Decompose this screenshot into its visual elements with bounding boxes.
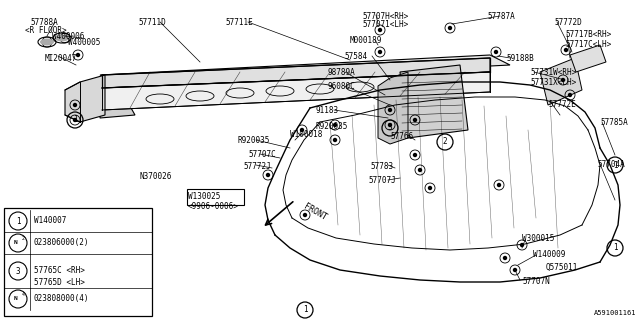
Text: 023806000(2): 023806000(2)	[34, 238, 90, 247]
FancyBboxPatch shape	[187, 189, 244, 205]
Text: 57785A: 57785A	[600, 118, 628, 127]
Text: 57731W<RH>: 57731W<RH>	[530, 68, 576, 77]
Ellipse shape	[55, 35, 69, 42]
Text: W140007: W140007	[34, 216, 67, 225]
Text: Q575011: Q575011	[546, 263, 579, 272]
Circle shape	[561, 78, 564, 82]
Circle shape	[74, 118, 77, 122]
Text: 57787A: 57787A	[487, 12, 515, 21]
Circle shape	[520, 244, 524, 246]
Text: R920035: R920035	[238, 136, 270, 145]
Text: 59188B: 59188B	[506, 54, 534, 63]
Text: 57717C<LH>: 57717C<LH>	[565, 40, 611, 49]
Circle shape	[301, 129, 303, 132]
Text: 577071<LH>: 577071<LH>	[362, 20, 408, 29]
Circle shape	[504, 257, 506, 260]
Circle shape	[378, 51, 381, 53]
Text: 91183: 91183	[316, 106, 339, 115]
Text: W100018: W100018	[290, 130, 323, 139]
Circle shape	[303, 213, 307, 217]
Circle shape	[449, 27, 451, 29]
Circle shape	[388, 124, 392, 126]
Text: FRONT: FRONT	[302, 202, 328, 222]
Text: 57731X<LH>: 57731X<LH>	[530, 78, 576, 87]
Text: 1: 1	[16, 217, 20, 226]
Circle shape	[429, 187, 431, 189]
Polygon shape	[570, 45, 606, 72]
Circle shape	[74, 103, 77, 107]
Circle shape	[497, 183, 500, 187]
Circle shape	[564, 49, 568, 52]
Text: 57711D: 57711D	[138, 18, 166, 27]
Circle shape	[513, 268, 516, 271]
Text: 57707J: 57707J	[368, 176, 396, 185]
Text: 57788A: 57788A	[30, 18, 58, 27]
Text: <9906-0006>: <9906-0006>	[188, 202, 239, 211]
Circle shape	[388, 108, 392, 111]
Circle shape	[333, 139, 337, 141]
Text: 96080C: 96080C	[327, 82, 355, 91]
Text: 3: 3	[388, 124, 392, 132]
Polygon shape	[102, 58, 490, 88]
Text: N370026: N370026	[140, 172, 172, 181]
Text: N: N	[13, 241, 17, 245]
Circle shape	[413, 118, 417, 122]
Text: 57711E: 57711E	[225, 18, 253, 27]
Text: W400006: W400006	[52, 32, 84, 41]
Text: <R FLOOR>: <R FLOOR>	[25, 26, 67, 35]
Text: 1: 1	[73, 116, 77, 124]
Circle shape	[45, 41, 49, 44]
Text: 57772J: 57772J	[243, 162, 271, 171]
Text: 57772D: 57772D	[554, 18, 582, 27]
Polygon shape	[378, 72, 408, 144]
Text: 1: 1	[303, 306, 307, 315]
Circle shape	[495, 51, 497, 53]
Text: 57783: 57783	[370, 162, 393, 171]
Polygon shape	[100, 55, 510, 85]
Text: W130025: W130025	[188, 192, 220, 201]
Bar	[4, 208, 152, 316]
Text: MI20047: MI20047	[45, 54, 77, 63]
Circle shape	[413, 154, 417, 156]
Polygon shape	[540, 58, 582, 105]
Text: 57765C <RH>: 57765C <RH>	[34, 266, 85, 275]
Polygon shape	[102, 72, 490, 110]
Text: 57766: 57766	[390, 132, 413, 141]
Circle shape	[77, 53, 79, 57]
Text: 57704A: 57704A	[597, 160, 625, 169]
Text: W300015: W300015	[522, 234, 554, 243]
Text: 57707H<RH>: 57707H<RH>	[362, 12, 408, 21]
Text: 57772E: 57772E	[548, 100, 576, 109]
Text: 57717B<RH>: 57717B<RH>	[565, 30, 611, 39]
Text: N: N	[13, 297, 17, 301]
Text: W140009: W140009	[533, 250, 565, 259]
Text: 57707C: 57707C	[248, 150, 276, 159]
Text: 98789A: 98789A	[327, 68, 355, 77]
Text: W400005: W400005	[68, 38, 100, 47]
Text: 4: 4	[22, 292, 24, 298]
Ellipse shape	[40, 38, 54, 45]
Circle shape	[419, 169, 422, 172]
Polygon shape	[65, 75, 105, 122]
Circle shape	[378, 28, 381, 31]
Circle shape	[568, 93, 572, 97]
Text: R920035: R920035	[315, 122, 348, 131]
Text: 1: 1	[612, 244, 618, 252]
Text: 2: 2	[22, 236, 24, 242]
Polygon shape	[400, 65, 468, 138]
Text: M000189: M000189	[350, 36, 382, 45]
Text: 1: 1	[612, 161, 618, 170]
Text: A591001161: A591001161	[593, 310, 636, 316]
Circle shape	[266, 173, 269, 177]
Circle shape	[63, 36, 67, 39]
Circle shape	[333, 124, 337, 126]
Polygon shape	[100, 85, 135, 118]
Text: 3: 3	[16, 267, 20, 276]
Text: 023808000(4): 023808000(4)	[34, 294, 90, 303]
Text: 57707N: 57707N	[522, 277, 550, 286]
Text: 2: 2	[443, 138, 447, 147]
Text: 57584: 57584	[344, 52, 367, 61]
Text: 57765D <LH>: 57765D <LH>	[34, 278, 85, 287]
